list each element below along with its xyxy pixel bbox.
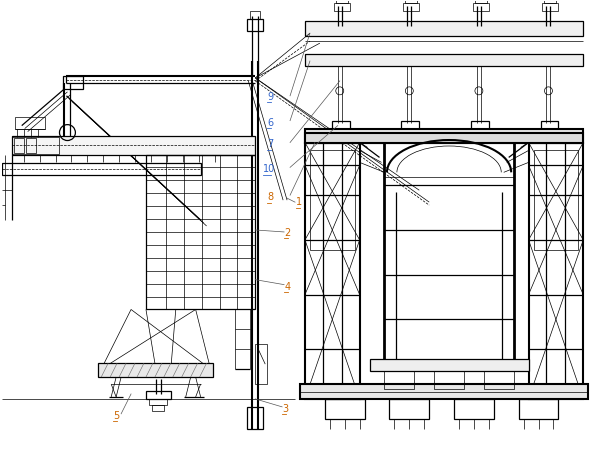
Bar bbox=[64, 76, 83, 89]
Bar bbox=[26, 138, 35, 153]
Text: 3: 3 bbox=[282, 404, 288, 414]
Bar bbox=[305, 143, 359, 399]
Bar bbox=[475, 0, 487, 4]
Bar bbox=[518, 399, 559, 419]
Bar bbox=[473, 4, 489, 11]
Bar bbox=[401, 121, 419, 129]
Text: 2: 2 bbox=[284, 228, 290, 238]
Bar bbox=[305, 129, 583, 143]
Text: 9: 9 bbox=[267, 92, 274, 102]
Bar bbox=[325, 399, 365, 419]
Bar bbox=[389, 399, 429, 419]
Text: 7: 7 bbox=[267, 140, 274, 149]
Bar bbox=[474, 129, 486, 135]
Bar bbox=[334, 4, 350, 11]
Bar bbox=[146, 391, 171, 399]
Bar bbox=[15, 117, 44, 129]
Text: 8: 8 bbox=[267, 192, 274, 202]
Bar bbox=[471, 121, 489, 129]
Bar bbox=[305, 21, 583, 36]
Bar bbox=[484, 371, 514, 389]
Bar bbox=[403, 4, 419, 11]
Bar bbox=[385, 371, 414, 389]
Bar bbox=[14, 138, 24, 153]
Bar bbox=[406, 0, 417, 4]
Bar bbox=[149, 399, 167, 405]
Bar bbox=[255, 344, 267, 384]
Text: 1: 1 bbox=[296, 197, 302, 207]
Bar bbox=[247, 19, 263, 31]
Bar bbox=[404, 129, 416, 135]
Bar bbox=[332, 121, 350, 129]
Bar bbox=[98, 363, 212, 377]
Bar bbox=[370, 359, 529, 371]
Bar bbox=[250, 11, 260, 19]
Bar bbox=[300, 384, 588, 399]
Bar bbox=[305, 54, 583, 66]
Bar bbox=[544, 0, 556, 4]
Bar bbox=[544, 129, 556, 135]
Bar bbox=[541, 121, 559, 129]
Text: 5: 5 bbox=[113, 411, 119, 421]
Bar bbox=[533, 150, 578, 250]
Bar bbox=[146, 155, 255, 310]
Text: 6: 6 bbox=[267, 117, 274, 128]
Bar bbox=[335, 129, 347, 135]
Bar bbox=[310, 150, 355, 250]
Bar bbox=[542, 4, 559, 11]
Text: 10: 10 bbox=[263, 164, 275, 174]
Bar bbox=[454, 399, 494, 419]
Bar bbox=[305, 133, 583, 143]
Bar bbox=[12, 136, 59, 154]
Bar bbox=[529, 143, 583, 399]
Bar bbox=[336, 0, 348, 4]
Bar bbox=[247, 407, 263, 429]
Text: 4: 4 bbox=[284, 282, 290, 292]
Bar bbox=[434, 371, 464, 389]
Bar bbox=[12, 135, 255, 155]
Bar bbox=[2, 163, 200, 176]
Bar bbox=[152, 405, 164, 411]
